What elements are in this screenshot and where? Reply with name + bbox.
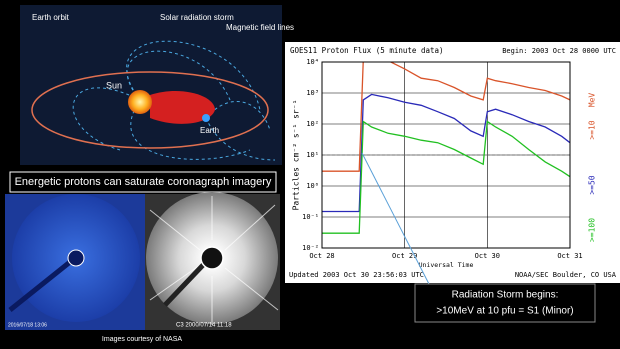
plot-area (322, 62, 570, 234)
label: Solar radiation storm (160, 13, 234, 22)
y-tick-label: 10⁴ (306, 58, 319, 66)
x-tick-label: Oct 28 (309, 252, 334, 260)
x-tick-label: Oct 29 (392, 252, 417, 260)
noise (149, 196, 279, 325)
chart-subtitle: Begin: 2003 Oct 28 0000 UTC (502, 47, 616, 55)
plot-frame (321, 61, 571, 249)
occulter (67, 249, 85, 267)
series-line (322, 62, 570, 172)
timestamp: C3 2000/07/14 11:18 (176, 323, 232, 329)
occulter (200, 246, 224, 270)
earth (202, 114, 210, 122)
y-axis-label: Particles cm⁻² s⁻¹ sr⁻¹ (292, 100, 301, 211)
pylon (8, 260, 72, 312)
chart-panel (285, 42, 620, 283)
callout-pointer (361, 152, 431, 287)
series-line (322, 93, 570, 213)
legend-entry: >=10 (588, 120, 597, 139)
y-tick-label: 10¹ (306, 151, 319, 159)
callout-text: >10MeV at 10 pfu = S1 (Minor) (436, 306, 573, 317)
diagram: Earth orbit Solar radiation storm Magnet… (20, 5, 294, 165)
y-tick-label: 10³ (306, 89, 319, 97)
pylon (163, 262, 206, 307)
earth-orbit (31, 71, 269, 149)
caption-box (9, 171, 277, 193)
chart-title: GOES11 Proton Flux (5 minute data) (290, 46, 444, 55)
label: Earth (200, 126, 219, 135)
legend-entry: >=50 (588, 175, 597, 194)
y-tick-label: 10² (306, 120, 319, 128)
unit-label: MeV (588, 93, 597, 108)
storm (150, 90, 215, 124)
credit: Images courtesy of NASA (102, 336, 182, 343)
caption: Energetic protons can saturate coronagra… (15, 176, 272, 188)
footer: NOAA/SEC Boulder, CO USA (515, 271, 617, 279)
y-tick-label: 10⁰ (306, 182, 319, 190)
timestamp: 2016/07/18 13:06 (8, 322, 47, 328)
y-tick-label: 10⁻¹ (302, 213, 319, 221)
footer: Updated 2003 Oct 30 23:56:03 UTC (289, 271, 424, 279)
callout-box (414, 283, 596, 323)
x-tick-label: Oct 30 (475, 252, 500, 260)
x-axis-label: Universal Time (419, 261, 474, 269)
y-tick-label: 10⁻² (302, 244, 319, 252)
series-line (322, 120, 570, 234)
x-tick-label: Oct 31 (557, 252, 582, 260)
label: Earth orbit (32, 13, 70, 22)
callout-text: Radiation Storm begins: (452, 290, 559, 301)
label: Sun (106, 80, 122, 90)
legend-entry: >=100 (588, 218, 597, 242)
label: Magnetic field lines (226, 23, 294, 32)
coronagraph-images: 2016/07/18 13:06 C3 2000/07/14 11:18 (5, 192, 280, 330)
sun (128, 90, 152, 114)
